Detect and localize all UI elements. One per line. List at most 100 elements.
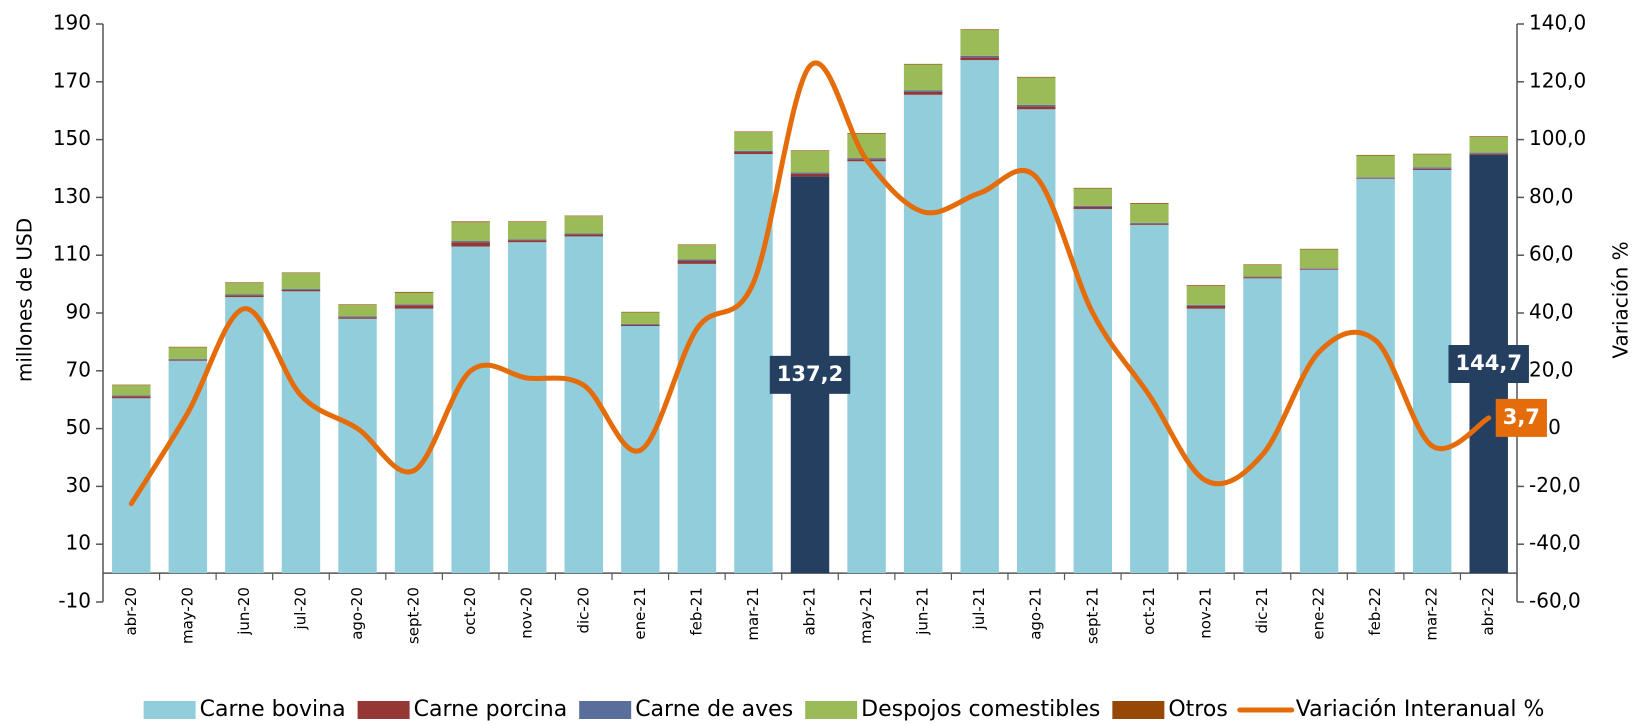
bar-segment (847, 132, 886, 134)
y-axis-label: millones de USD (13, 218, 37, 382)
value-label-box (769, 355, 851, 394)
line-series (128, 60, 1492, 507)
bar-segment (1130, 204, 1169, 223)
bar-segment (677, 259, 717, 261)
bar-segment (734, 150, 773, 153)
bar-segment (790, 172, 830, 174)
bar-segment (507, 221, 547, 222)
bar-segment (225, 297, 264, 574)
bar-segment (1017, 106, 1056, 110)
bar-segment (1469, 152, 1508, 154)
bar-segment (903, 64, 943, 91)
value-label-box (1448, 345, 1529, 384)
x-tick-label: ago-20 (348, 587, 366, 640)
y-tick-label: 30 (66, 473, 91, 497)
bar-segment (112, 395, 151, 397)
x-tick-label: jul-20 (291, 587, 309, 630)
bar-segment (564, 236, 603, 574)
legend-label: Carne bovina (200, 697, 346, 722)
bar-segment (677, 245, 717, 260)
y2-tick-label: 60,0 (1529, 242, 1574, 266)
bar-segment (1243, 278, 1282, 574)
bar-segment (507, 221, 547, 240)
bar-segment (451, 246, 490, 574)
bar-segment (960, 57, 999, 61)
bar-segment (960, 29, 999, 56)
y2-tick-label: -20,0 (1529, 473, 1581, 497)
bar-segment (790, 150, 830, 173)
bar-segment (1130, 223, 1169, 225)
bar-segment (112, 396, 151, 399)
bar-segment (1017, 109, 1056, 574)
bar-segment (847, 161, 886, 574)
value-label: 3,7 (1503, 405, 1540, 429)
bar-segment (394, 291, 434, 293)
bar-segment (960, 60, 999, 574)
bar-segment (1356, 177, 1395, 178)
bar-segment (1186, 285, 1226, 287)
bar-segment (1243, 265, 1282, 277)
bar-segment (1073, 208, 1113, 574)
x-tick-label: dic-21 (1253, 587, 1271, 633)
bar-segment (1186, 305, 1226, 309)
y2-tick-label: 40,0 (1529, 300, 1574, 324)
x-tick-label: feb-21 (687, 587, 705, 636)
value-label-box (1495, 398, 1547, 437)
x-tick-label: dic-20 (574, 587, 592, 633)
legend-swatch (143, 701, 196, 719)
bar-segment (1299, 268, 1339, 269)
bar-segment (960, 55, 999, 58)
bar-segment (451, 221, 490, 223)
bar-segment (168, 358, 208, 360)
bar-segment (790, 173, 830, 177)
bar-segment (225, 295, 264, 298)
x-tick-label: nov-20 (518, 587, 536, 639)
bar-segment (1356, 177, 1395, 179)
bar-segment (507, 239, 547, 241)
y-tick-label: 90 (66, 300, 91, 324)
bar-segment (1356, 155, 1395, 178)
bar-segment (564, 216, 603, 234)
bar-segment (1299, 248, 1339, 250)
x-tick-label: nov-21 (1196, 587, 1214, 639)
bar-segment (564, 215, 603, 217)
bar-segment (225, 294, 264, 296)
y-tick-label: 150 (53, 126, 91, 150)
bar-segment (1299, 268, 1339, 270)
y2-tick-label: -40,0 (1529, 531, 1581, 555)
x-tick-label: jun-20 (235, 587, 253, 636)
y2-tick-label: 20,0 (1529, 357, 1574, 381)
bar-segment (734, 152, 773, 155)
bar-segment (112, 384, 151, 386)
value-label: 137,2 (777, 362, 843, 386)
x-tick-label: oct-21 (1140, 587, 1158, 635)
legend-label: Despojos comestibles (861, 697, 1100, 722)
legend-label: Variación Interanual % (1296, 697, 1545, 722)
bar-segment (451, 241, 490, 243)
legend-label: Otros (1168, 697, 1227, 722)
x-tick-label: may-21 (857, 587, 875, 644)
bar-segment (338, 304, 377, 317)
y2-tick-label: 140,0 (1529, 11, 1586, 35)
x-tick-label: sept-20 (405, 587, 423, 644)
x-tick-label: abr-21 (801, 587, 819, 635)
bar-segment (281, 289, 321, 292)
bar-segment (394, 305, 434, 309)
y-tick-label: -10 (58, 589, 91, 613)
bar-segment (1412, 168, 1452, 170)
y2-tick-label: 80,0 (1529, 184, 1574, 208)
bar-segment (621, 312, 660, 324)
legend-swatch (579, 701, 632, 719)
y2-tick-label: 100,0 (1529, 126, 1586, 150)
bar-segment (903, 94, 943, 574)
x-tick-label: abr-20 (122, 587, 140, 635)
bar-segment (621, 311, 660, 313)
bar-segment (1356, 178, 1395, 574)
bar-segment (1469, 136, 1508, 137)
bar-segment (281, 273, 321, 290)
value-label: 144,7 (1456, 351, 1522, 375)
legend-swatch (1112, 701, 1165, 719)
bar-segment (960, 29, 999, 30)
bar-segment (394, 292, 434, 305)
bar-segment (1073, 187, 1113, 189)
